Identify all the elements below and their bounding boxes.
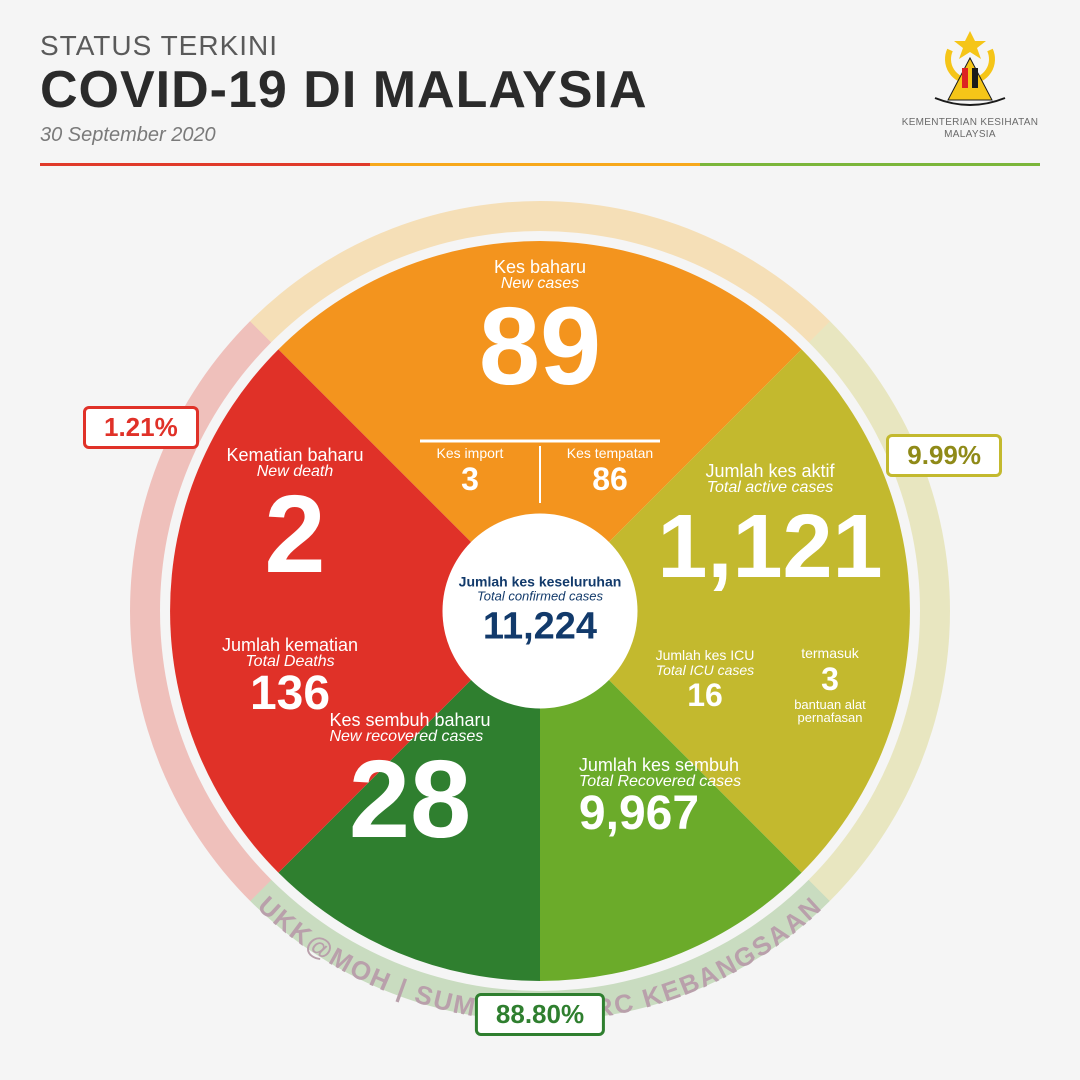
new-cases-block: Kes baharu New cases 89: [479, 258, 601, 402]
deaths-pct-badge: 1.21%: [83, 406, 199, 449]
deaths-total-block: Jumlah kematian Total Deaths 136: [222, 636, 358, 718]
import-label: Kes import: [410, 446, 530, 461]
active-block: Jumlah kes aktif Total active cases 1,12…: [657, 462, 882, 592]
icu-label-ms: Jumlah kes ICU: [640, 648, 770, 663]
active-label-en: Total active cases: [657, 480, 882, 496]
vent-value: 3: [775, 661, 885, 698]
header-date: 30 September 2020: [40, 124, 1040, 147]
recovered-total-label-ms: Jumlah kes sembuh: [579, 756, 741, 774]
deaths-total-value: 136: [222, 670, 358, 718]
deaths-new-block: Kematian baharu New death 2: [226, 446, 363, 590]
center-label-ms: Jumlah kes keseluruhan: [459, 574, 622, 588]
active-value: 1,121: [657, 502, 882, 592]
deaths-new-value: 2: [226, 480, 363, 590]
vent-block: termasuk 3 bantuan alat pernafasan: [775, 646, 885, 725]
recovered-total-value: 9,967: [579, 790, 741, 838]
deaths-total-label-ms: Jumlah kematian: [222, 636, 358, 654]
new-cases-label-ms: Kes baharu: [479, 258, 601, 276]
local-value: 86: [545, 461, 675, 498]
center-value: 11,224: [483, 605, 597, 648]
import-block: Kes import 3: [410, 446, 530, 498]
wheel: Kes baharu New cases 89 Kes import 3 Kes…: [0, 166, 1080, 1056]
recovered-pct-badge: 88.80%: [475, 993, 605, 1036]
center-disc: Jumlah kes keseluruhan Total confirmed c…: [443, 514, 638, 709]
import-value: 3: [410, 461, 530, 498]
local-block: Kes tempatan 86: [545, 446, 675, 498]
icu-value: 16: [640, 677, 770, 714]
ministry-text-2: MALAYSIA: [900, 129, 1040, 141]
ministry-logo: KEMENTERIAN KESIHATAN MALAYSIA: [900, 28, 1040, 141]
recovered-total-block: Jumlah kes sembuh Total Recovered cases …: [579, 756, 741, 838]
local-label: Kes tempatan: [545, 446, 675, 461]
new-cases-value: 89: [479, 292, 601, 402]
crest-icon: [920, 28, 1020, 108]
header-subtitle: STATUS TERKINI: [40, 30, 1040, 62]
vent-sub-ms: bantuan alat pernafasan: [775, 698, 885, 725]
icu-block: Jumlah kes ICU Total ICU cases 16: [640, 648, 770, 714]
vent-label-ms: termasuk: [775, 646, 885, 661]
active-pct-badge: 9.99%: [886, 434, 1002, 477]
ministry-text-1: KEMENTERIAN KESIHATAN: [900, 117, 1040, 129]
recovered-new-value: 28: [329, 745, 490, 855]
active-label-ms: Jumlah kes aktif: [657, 462, 882, 480]
header: STATUS TERKINI COVID-19 DI MALAYSIA 30 S…: [0, 0, 1080, 155]
recovered-new-block: Kes sembuh baharu New recovered cases 28: [329, 711, 490, 855]
deaths-new-label-ms: Kematian baharu: [226, 446, 363, 464]
icu-label-en: Total ICU cases: [640, 663, 770, 678]
header-title: COVID-19 DI MALAYSIA: [40, 60, 1040, 120]
center-label-en: Total confirmed cases: [477, 588, 603, 603]
